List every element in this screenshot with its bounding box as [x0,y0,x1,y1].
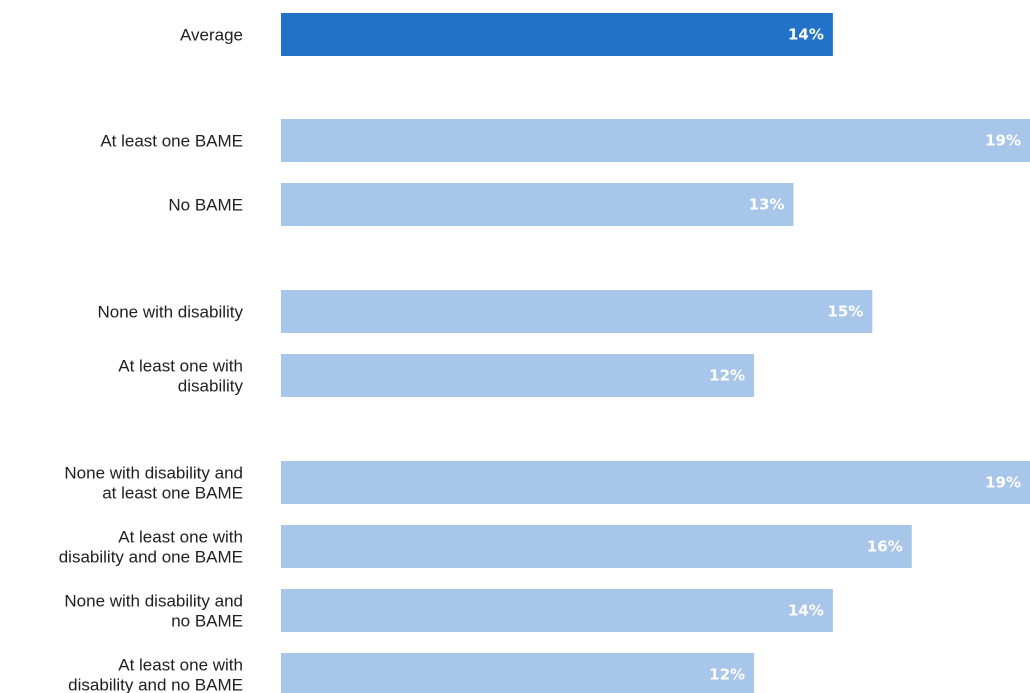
value-label-no-bame: 13% [749,196,785,214]
category-label-line: At least one with [118,528,243,547]
bar-at-least-one-with-disability-and-no-bame [281,653,755,693]
category-label-at-least-one-with-disability: At least one with disability [118,357,243,396]
category-label-line: At least one with [118,357,243,376]
bar-none-with-disability-and-at-least-one-bame [281,461,1030,504]
value-label-at-least-one-with-disability-and-one-bame: 16% [867,538,903,556]
category-label-line: Average [180,26,243,45]
bar-at-least-one-bame [281,119,1030,162]
value-label-average: 14% [788,26,824,44]
bar-average [281,13,833,56]
category-label-line: No BAME [168,196,243,215]
value-label-at-least-one-with-disability: 12% [709,367,745,385]
category-label-at-least-one-with-disability-and-one-bame: At least one with disability and one BAME [59,528,243,567]
category-label-none-with-disability: None with disability [97,303,243,322]
category-label-average: Average [180,26,243,45]
value-label-at-least-one-bame: 19% [985,132,1021,150]
bar-none-with-disability-and-no-bame [281,589,833,632]
category-label-line: disability and one BAME [59,548,243,567]
category-label-line: no BAME [171,612,243,631]
category-label-line: None with disability [97,303,243,322]
bar-at-least-one-with-disability [281,354,755,397]
category-label-line: disability [178,377,244,396]
bar-no-bame [281,183,794,226]
value-label-none-with-disability-and-no-bame: 14% [788,602,824,620]
value-label-at-least-one-with-disability-and-no-bame: 12% [709,666,745,684]
category-label-line: at least one BAME [102,484,243,503]
category-label-none-with-disability-and-no-bame: None with disability and no BAME [64,592,243,631]
category-label-line: None with disability and [64,464,243,483]
bar-at-least-one-with-disability-and-one-bame [281,525,912,568]
value-label-none-with-disability: 15% [827,303,863,321]
category-label-line: None with disability and [64,592,243,611]
category-label-line: disability and no BAME [68,676,243,693]
bar-none-with-disability [281,290,873,333]
category-label-line: At least one BAME [100,132,243,151]
category-label-no-bame: No BAME [168,196,243,215]
category-label-none-with-disability-and-at-least-one-bame: None with disability and at least one BAM… [64,464,243,503]
category-label-at-least-one-bame: At least one BAME [100,132,243,151]
category-label-at-least-one-with-disability-and-no-bame: At least one with disability and no BAME [68,656,243,693]
category-label-line: At least one with [118,656,243,675]
value-label-none-with-disability-and-at-least-one-bame: 19% [985,474,1021,492]
